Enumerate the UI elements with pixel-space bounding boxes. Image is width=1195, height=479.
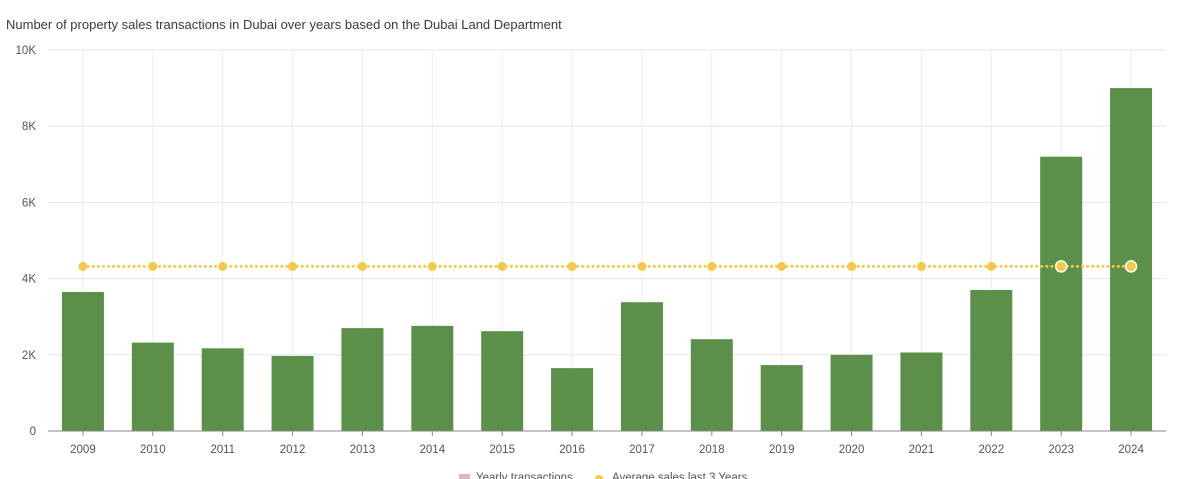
- average-point-2009[interactable]: [78, 261, 88, 271]
- x-tick-label: 2013: [350, 444, 376, 456]
- bar-2019[interactable]: [760, 365, 803, 431]
- y-tick-label: 6K: [22, 197, 36, 209]
- bar-2013[interactable]: [341, 328, 384, 431]
- bar-2009[interactable]: [61, 291, 104, 431]
- x-axis-ticks: 2009 2010 2011 2012 2013 2014 2015 2016 2017 2018…: [70, 431, 1144, 456]
- legend-swatch-line: [595, 475, 603, 479]
- bar-2010[interactable]: [131, 342, 174, 431]
- y-tick-label: 2K: [22, 350, 36, 362]
- average-point-2020[interactable]: [847, 261, 857, 271]
- x-tick-label: 2018: [699, 444, 725, 456]
- x-tick-label: 2020: [839, 444, 865, 456]
- average-point-2014[interactable]: [427, 261, 437, 271]
- bar-2020[interactable]: [830, 354, 873, 431]
- y-tick-label: 0: [30, 426, 36, 438]
- y-axis-ticks: 0 2K 4K 6K 8K 10K: [16, 45, 37, 438]
- x-tick-label: 2016: [559, 444, 585, 456]
- y-tick-label: 10K: [16, 45, 37, 57]
- legend-label-bars[interactable]: Yearly transactions: [476, 472, 573, 479]
- bar-2016[interactable]: [551, 368, 594, 431]
- average-point-2015[interactable]: [497, 261, 507, 271]
- y-tick-label: 8K: [22, 121, 36, 133]
- average-point-2018[interactable]: [707, 261, 717, 271]
- x-tick-label: 2022: [979, 444, 1005, 456]
- average-point-2016[interactable]: [567, 261, 577, 271]
- average-point-2024[interactable]: [1124, 260, 1138, 273]
- bar-2024[interactable]: [1110, 88, 1153, 431]
- bar-2018[interactable]: [690, 339, 733, 431]
- bar-2023[interactable]: [1040, 156, 1083, 431]
- average-point-2023[interactable]: [1054, 260, 1068, 273]
- bar-2022[interactable]: [970, 290, 1013, 431]
- bar-2012[interactable]: [271, 355, 314, 431]
- x-tick-label: 2021: [909, 444, 935, 456]
- average-point-2021[interactable]: [916, 261, 926, 271]
- average-point-2010[interactable]: [148, 261, 158, 271]
- x-tick-label: 2012: [280, 444, 306, 456]
- bar-2021[interactable]: [900, 352, 943, 431]
- average-point-2022[interactable]: [986, 261, 996, 271]
- bars: [61, 88, 1153, 431]
- bar-2011[interactable]: [201, 348, 244, 431]
- x-tick-label: 2024: [1118, 444, 1144, 456]
- x-tick-label: 2023: [1048, 444, 1074, 456]
- legend-swatch-bars: [459, 474, 470, 479]
- x-tick-label: 2017: [629, 444, 655, 456]
- average-point-2017[interactable]: [637, 261, 647, 271]
- bar-2017[interactable]: [620, 302, 663, 431]
- chart-title: Number of property sales transactions in…: [6, 17, 562, 32]
- bar-2015[interactable]: [481, 331, 524, 431]
- x-tick-label: 2014: [420, 444, 446, 456]
- x-tick-label: 2019: [769, 444, 795, 456]
- average-point-2012[interactable]: [288, 261, 298, 271]
- legend: Yearly transactions Average sales last 3 …: [459, 472, 748, 479]
- x-tick-label: 2015: [489, 444, 515, 456]
- x-tick-label: 2010: [140, 444, 166, 456]
- x-tick-label: 2009: [70, 444, 96, 456]
- y-tick-label: 4K: [22, 274, 36, 286]
- bar-2014[interactable]: [411, 325, 454, 431]
- average-point-2011[interactable]: [218, 261, 228, 271]
- x-tick-label: 2011: [210, 444, 235, 456]
- average-line: [78, 260, 1138, 273]
- average-point-2013[interactable]: [357, 261, 367, 271]
- average-point-2019[interactable]: [777, 261, 787, 271]
- legend-label-line[interactable]: Average sales last 3 Years: [612, 472, 748, 479]
